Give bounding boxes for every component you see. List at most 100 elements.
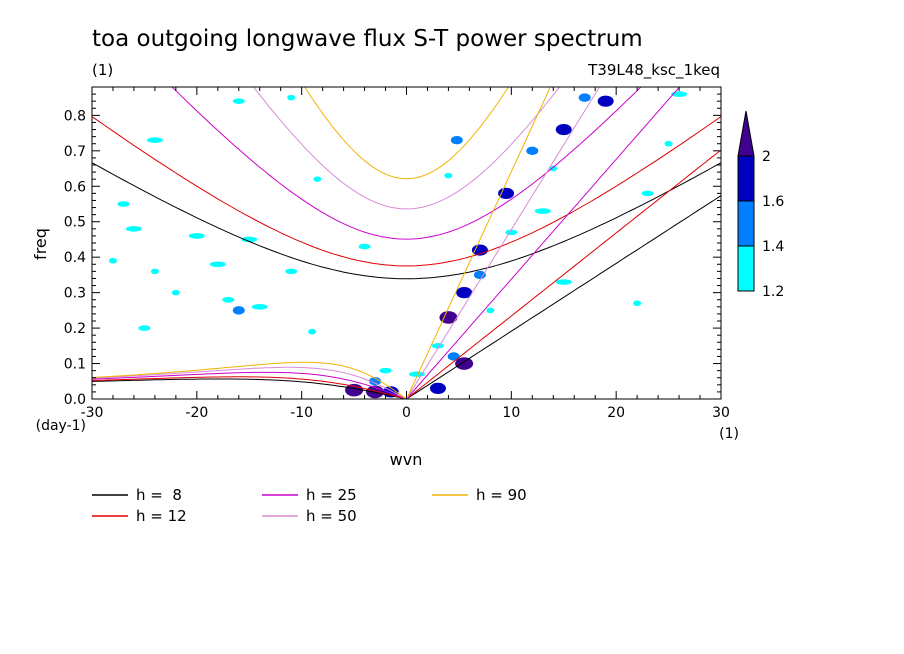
axis-ticks: -30 -20 -10 0 10 20 30 0.0 0.1 0.2 0.3 0.4 0.5 0.6 0.7… (64, 87, 730, 421)
contour-cell (313, 176, 322, 182)
plot-frame (91, 86, 722, 400)
contour-cell (456, 287, 473, 299)
series-h-25 (92, 87, 681, 399)
contour-cell (597, 95, 614, 107)
contour-cell (232, 98, 245, 104)
x-tick-label: -30 (81, 405, 104, 421)
contour-cell (171, 289, 180, 296)
contour-cell (146, 137, 163, 143)
y-axis-label: freq (31, 228, 50, 260)
gravity-curve (171, 87, 642, 240)
contour-cell (486, 307, 495, 314)
rossby-curve (92, 376, 407, 399)
contour-cell (345, 383, 364, 397)
chart-subtitle-right: T39L48_ksc_1keq (587, 61, 720, 80)
colorbar-label: 1.6 (762, 194, 784, 210)
y-tick-label: 0.0 (64, 392, 86, 408)
legend-label: h = 12 (136, 507, 187, 525)
colorbar-segment (737, 200, 755, 247)
contour-cell (431, 343, 444, 349)
contour-cell (455, 357, 474, 370)
chart-title: toa outgoing longwave flux S-T power spe… (92, 26, 643, 52)
contour-cell (285, 268, 298, 275)
x-axis-label: wvn (390, 450, 423, 469)
contour-cell (138, 325, 151, 331)
contour-cell (578, 93, 591, 102)
legend: h = 8 h = 12 h = 25 h = 50 h = 90 (92, 486, 527, 525)
contour-cell (209, 261, 226, 268)
x-tick-label: -10 (290, 405, 313, 421)
contour-cell (358, 243, 371, 250)
contour-cell (188, 233, 205, 239)
contour-cell (549, 165, 558, 172)
colorbar-label: 1.4 (762, 239, 784, 255)
contour-cell (251, 304, 268, 310)
contour-layer (108, 91, 688, 399)
contour-cell (241, 236, 258, 243)
x-tick-label: -20 (185, 405, 208, 421)
contour-cell (498, 187, 515, 199)
y-unit-label: (day-1) (36, 418, 86, 434)
series-h-8 (92, 162, 721, 399)
gravity-curve (252, 87, 561, 210)
contour-cell (526, 146, 539, 156)
contour-cell (447, 352, 460, 361)
colorbar-label: 1.2 (762, 284, 784, 300)
contour-cell (232, 306, 245, 315)
contour-cell (505, 229, 518, 236)
x-unit-label: (1) (719, 426, 739, 442)
legend-label: h = 50 (306, 507, 357, 525)
legend-label: h = 8 (136, 486, 182, 504)
contour-cell (641, 190, 654, 197)
contour-cell (117, 201, 130, 207)
colorbar-label: 2 (762, 149, 771, 165)
x-tick-label: 30 (712, 405, 730, 421)
contour-cell (379, 367, 392, 374)
x-tick-label: 0 (402, 405, 411, 421)
contour-cell (108, 257, 117, 264)
series-h-50 (92, 87, 601, 399)
y-tick-label: 0.7 (64, 144, 86, 160)
legend-label: h = 25 (306, 486, 357, 504)
contour-cell (369, 377, 382, 386)
rossby-curve (92, 361, 407, 399)
gravity-curve (92, 162, 721, 280)
rossby-curve (92, 366, 407, 399)
y-tick-label: 0.3 (64, 286, 86, 302)
kelvin-curve (406, 87, 681, 399)
y-tick-label: 0.1 (64, 357, 86, 373)
contour-cell (150, 268, 159, 275)
legend-label: h = 90 (476, 486, 527, 504)
contour-cell (473, 270, 486, 280)
rossby-curve (92, 371, 407, 399)
dispersion-curves (92, 87, 721, 399)
contour-cell (287, 94, 296, 101)
contour-cell (664, 140, 673, 147)
contour-cell (534, 208, 551, 214)
gravity-curve (304, 87, 509, 180)
colorbar-overflow-triangle (737, 110, 755, 157)
rossby-curve (92, 378, 407, 399)
y-tick-label: 0.6 (64, 179, 86, 195)
kelvin-curve (406, 149, 721, 399)
chart-subtitle-left: (1) (92, 61, 113, 79)
contour-cell (450, 135, 463, 145)
contour-cell (222, 296, 235, 303)
y-tick-label: 0.2 (64, 321, 86, 337)
colorbar-segment (737, 155, 755, 202)
contour-cell (439, 311, 458, 324)
contour-cell (633, 300, 642, 307)
colorbar: 1.2 1.4 1.6 2 (737, 110, 784, 300)
colorbar-segment (737, 245, 755, 292)
kelvin-curve (406, 87, 551, 399)
contour-cell (444, 172, 453, 179)
kelvin-curve (406, 87, 601, 399)
y-tick-label: 0.5 (64, 215, 86, 231)
x-tick-label: 20 (607, 405, 625, 421)
contour-cell (308, 328, 317, 335)
y-tick-label: 0.8 (64, 108, 86, 124)
contour-cell (555, 123, 572, 136)
series-h-12 (92, 116, 721, 399)
contour-cell (429, 382, 446, 394)
y-tick-label: 0.4 (64, 250, 86, 266)
